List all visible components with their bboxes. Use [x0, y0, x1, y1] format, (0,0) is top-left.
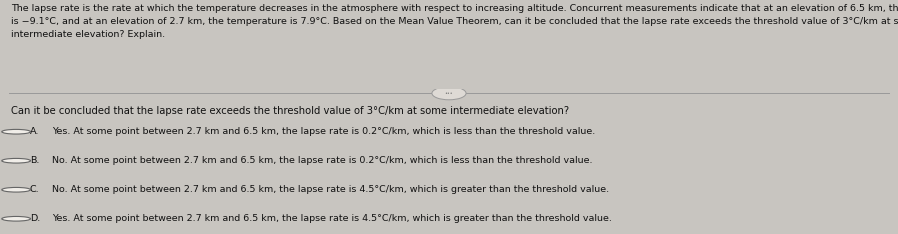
Text: Yes. At some point between 2.7 km and 6.5 km, the lapse rate is 0.2°C/km, which : Yes. At some point between 2.7 km and 6.…: [52, 127, 595, 136]
Circle shape: [2, 129, 31, 134]
Circle shape: [2, 216, 31, 221]
Text: B.: B.: [30, 156, 39, 165]
Text: Yes. At some point between 2.7 km and 6.5 km, the lapse rate is 4.5°C/km, which : Yes. At some point between 2.7 km and 6.…: [52, 214, 612, 223]
Text: Can it be concluded that the lapse rate exceeds the threshold value of 3°C/km at: Can it be concluded that the lapse rate …: [11, 106, 569, 116]
Text: C.: C.: [30, 185, 40, 194]
Ellipse shape: [432, 87, 466, 100]
Text: The lapse rate is the rate at which the temperature decreases in the atmosphere : The lapse rate is the rate at which the …: [11, 4, 898, 39]
Text: D.: D.: [30, 214, 40, 223]
Text: No. At some point between 2.7 km and 6.5 km, the lapse rate is 4.5°C/km, which i: No. At some point between 2.7 km and 6.5…: [52, 185, 609, 194]
Circle shape: [2, 187, 31, 192]
Circle shape: [2, 158, 31, 163]
Text: A.: A.: [30, 127, 39, 136]
Text: •••: •••: [445, 91, 453, 96]
Text: No. At some point between 2.7 km and 6.5 km, the lapse rate is 0.2°C/km, which i: No. At some point between 2.7 km and 6.5…: [52, 156, 593, 165]
